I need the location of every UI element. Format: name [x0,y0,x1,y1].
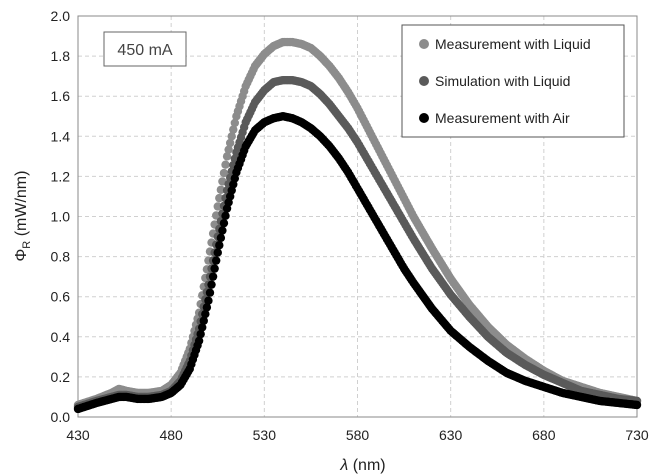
data-point [199,316,208,325]
legend-marker [419,113,429,123]
data-point [202,303,212,312]
data-point [210,264,219,273]
data-point [216,185,226,194]
y-tick-label: 2.0 [51,8,71,24]
data-point [632,400,642,410]
data-point [221,160,230,169]
data-point [216,233,226,243]
data-point [225,138,235,148]
data-point [211,256,221,265]
data-point [213,248,222,257]
series-measurement-with-air [73,112,642,414]
y-tick-label: 0.2 [51,369,71,385]
x-tick-label: 530 [253,427,277,443]
y-axis-ticks: 0.0 0.2 0.4 0.6 0.8 1.0 1.2 1.4 1.6 1.8 2.0 [51,8,71,425]
y-tick-label: 0.8 [51,249,71,265]
data-point [219,168,229,178]
x-tick-label: 480 [159,427,183,443]
y-tick-label: 0.4 [51,329,71,345]
x-axis-ticks: 430 480 530 580 630 680 730 [66,427,649,443]
x-tick-label: 730 [625,427,649,443]
plot-area-frame [77,15,638,418]
x-tick-label: 430 [66,427,90,443]
data-point [229,125,238,134]
data-point [215,241,224,250]
data-point [221,211,230,221]
y-tick-label: 1.2 [51,168,71,184]
data-point [196,329,205,339]
y-axis-title: ΦR (mW/nm) [13,171,33,262]
current-annotation: 450 mA [103,31,187,67]
data-point [205,288,215,297]
data-point [201,309,210,319]
data-point [198,323,207,332]
x-axis-title: λ (nm) [339,457,385,474]
data-point [227,132,236,141]
data-point [222,152,232,161]
legend-marker [419,76,429,86]
current-annotation-label: 450 mA [117,42,172,59]
y-tick-label: 1.6 [51,88,71,104]
data-point [213,202,222,211]
legend-label: Measurement with Air [435,110,570,126]
data-point [219,218,229,228]
data-point [218,226,227,235]
data-point [215,193,224,203]
data-point [208,272,218,281]
data-point [194,336,204,346]
legend-label: Simulation with Liquid [435,73,570,89]
legend-label: Measurement with Liquid [435,36,591,52]
data-point [230,118,240,128]
y-tick-label: 1.4 [51,128,71,144]
y-tick-label: 0.6 [51,289,71,305]
legend: Measurement with Liquid Simulation with L… [401,24,625,138]
legend-marker [419,39,429,49]
x-tick-label: 580 [346,427,370,443]
data-point [207,280,216,289]
series-measurement-with-liquid [73,37,642,410]
series-layer [73,37,642,414]
x-tick-label: 680 [532,427,556,443]
data-point [204,296,213,305]
x-tick-label: 630 [439,427,463,443]
y-tick-label: 1.8 [51,48,71,64]
y-tick-label: 0.0 [51,409,71,425]
y-tick-label: 1.0 [51,209,71,225]
data-point [224,145,233,154]
